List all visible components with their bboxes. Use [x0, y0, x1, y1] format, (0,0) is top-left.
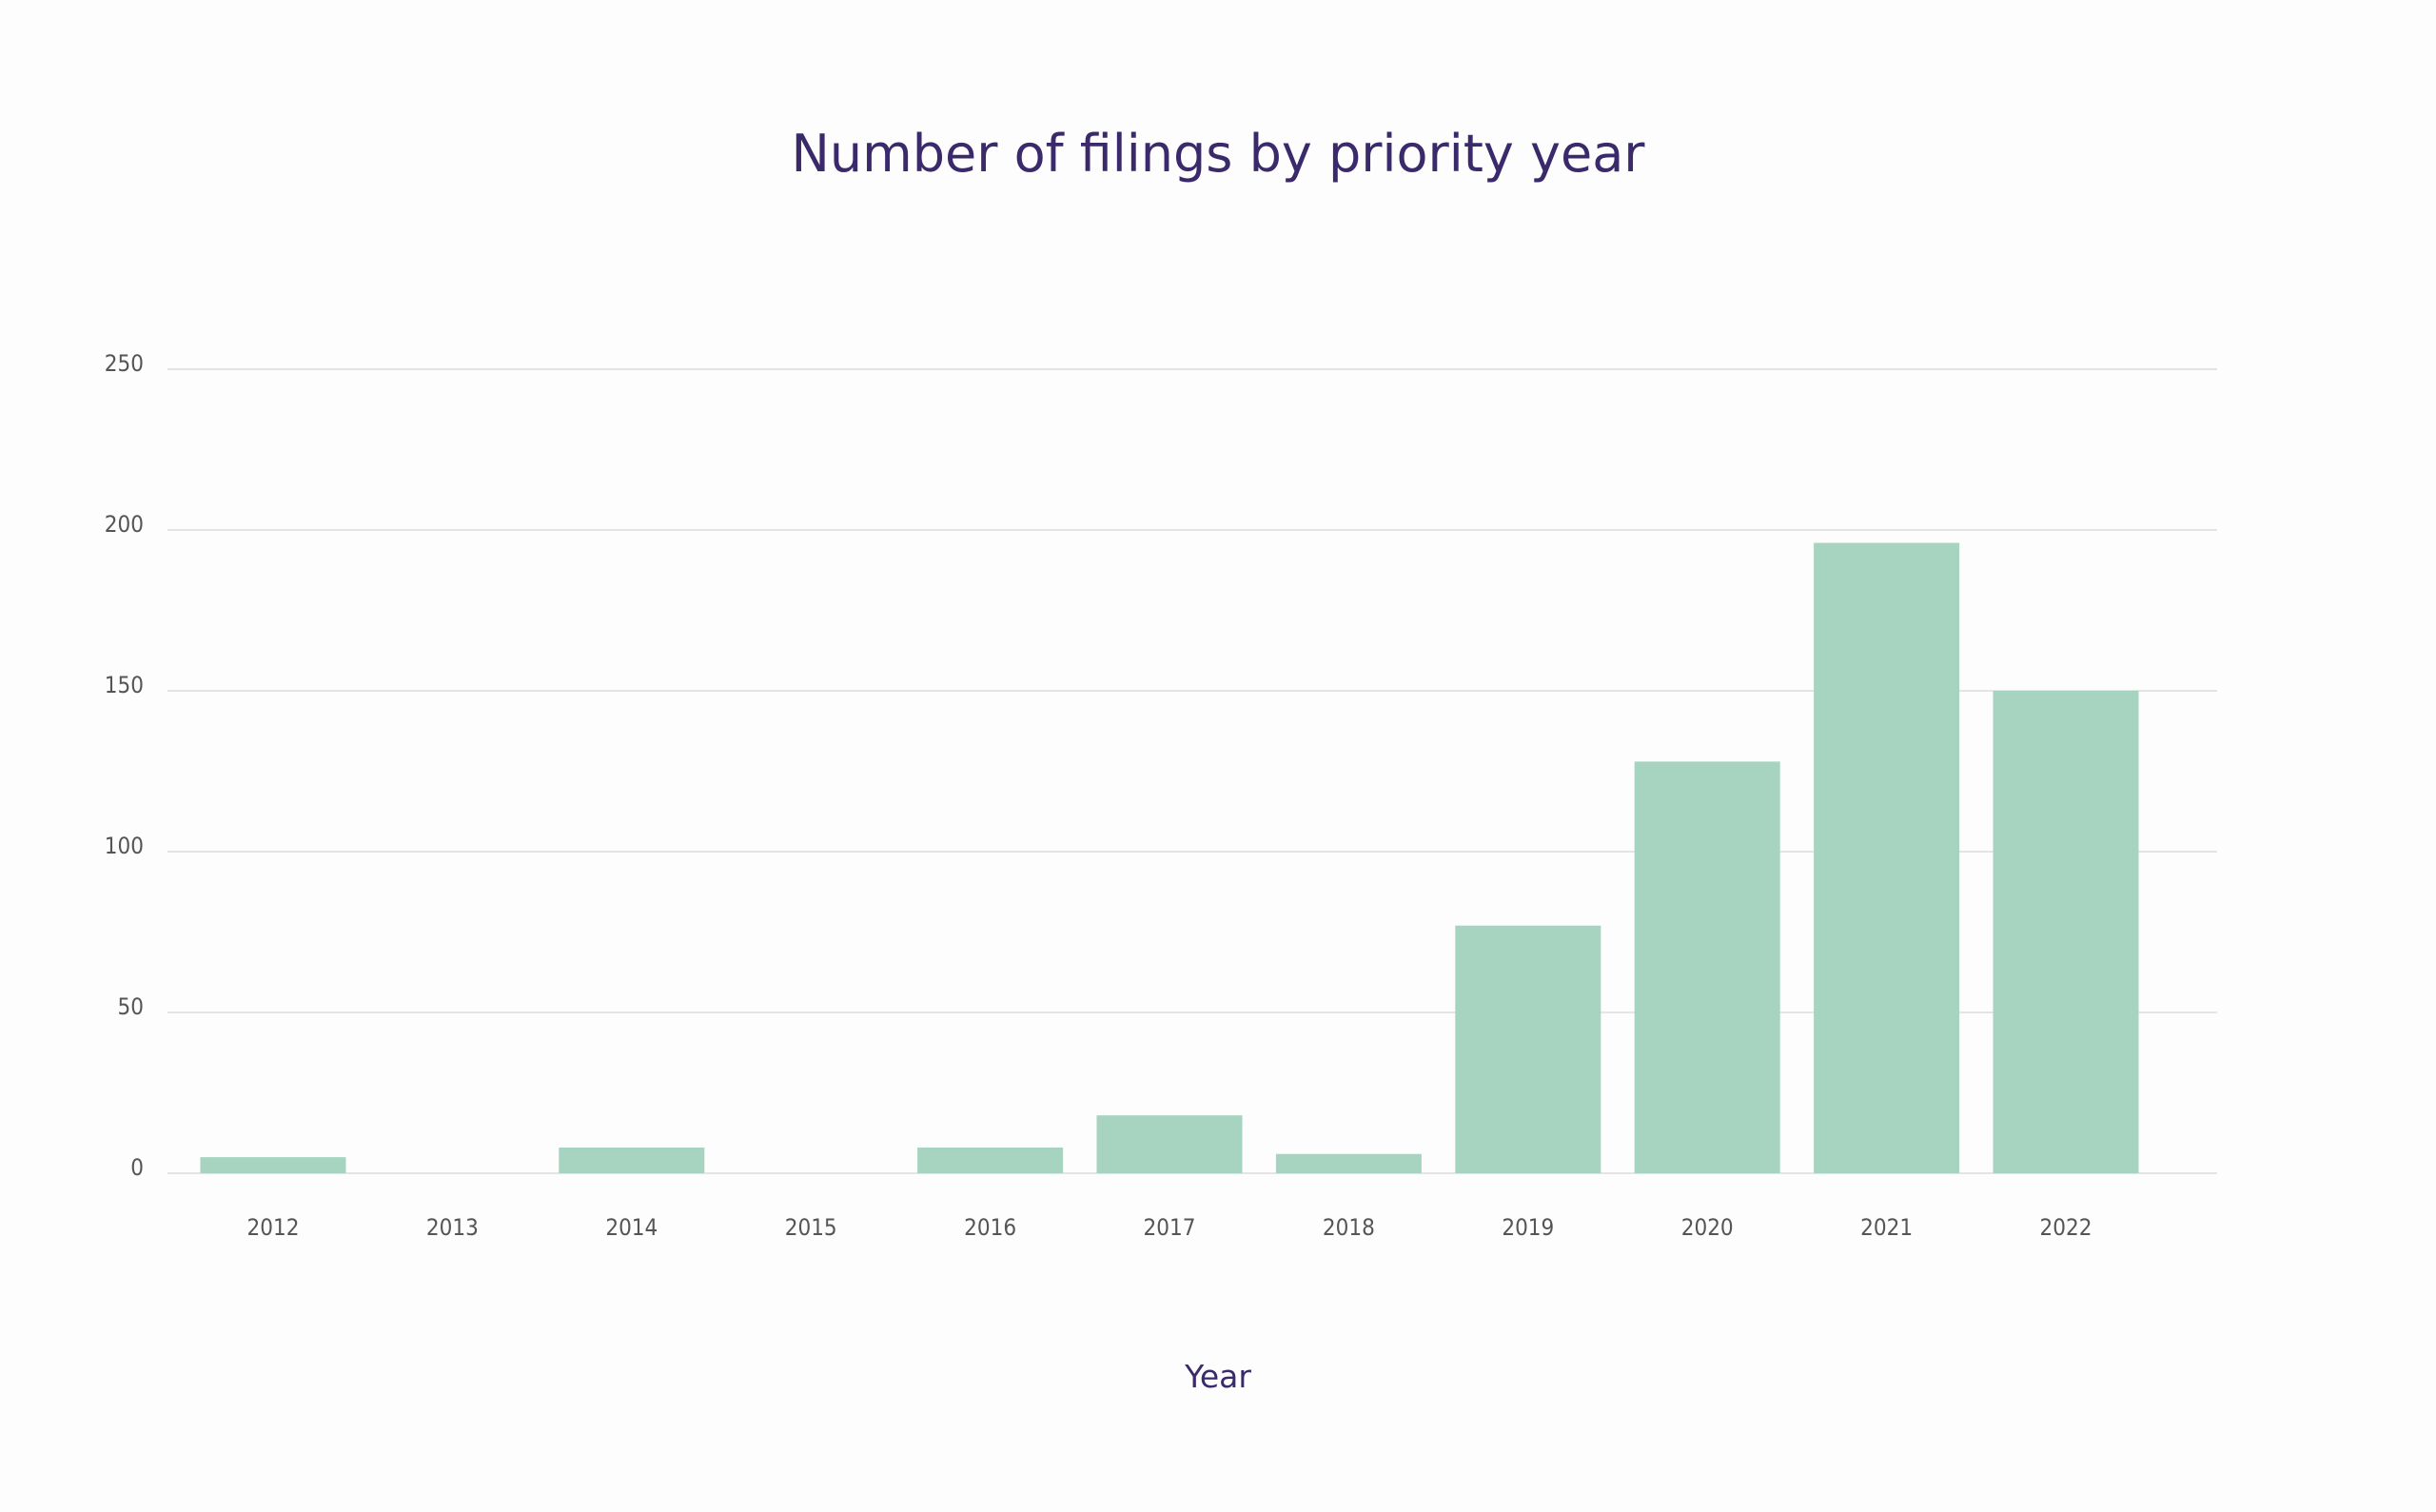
bar-chart: Number of filings by priority year 0 50 10…: [0, 0, 2436, 1512]
bar-2014: [559, 1148, 704, 1173]
x-tick-label: 2017: [1144, 1214, 1196, 1241]
chart-container: Number of filings by priority year 0 50 10…: [0, 0, 2436, 1512]
bar-2022: [1994, 691, 2139, 1173]
y-tick-label: 200: [105, 511, 144, 538]
y-tick-label: 100: [105, 833, 144, 859]
x-tick-label: 2013: [426, 1214, 479, 1241]
x-tick-label: 2014: [605, 1214, 658, 1241]
x-axis-ticks: 2012 2013 2014 2015 2016 2017 2018 2019 2020 2021…: [247, 1214, 2092, 1241]
x-axis-title: Year: [1184, 1358, 1251, 1395]
x-tick-label: 2018: [1323, 1214, 1375, 1241]
bar-2021: [1814, 543, 1959, 1173]
y-axis-ticks: 0 50 100 150 200 250: [105, 350, 144, 1181]
bar-2018: [1276, 1154, 1422, 1173]
x-tick-label: 2020: [1681, 1214, 1734, 1241]
bar-2016: [917, 1148, 1063, 1173]
chart-title: Number of filings by priority year: [791, 124, 1645, 184]
y-tick-label: 250: [105, 350, 144, 377]
bar-2012: [201, 1157, 346, 1173]
bars: [201, 543, 2139, 1173]
x-tick-label: 2022: [2040, 1214, 2092, 1241]
bar-2019: [1455, 926, 1601, 1173]
bar-2017: [1097, 1115, 1243, 1173]
x-tick-label: 2016: [964, 1214, 1016, 1241]
y-tick-label: 50: [118, 993, 144, 1020]
y-tick-label: 0: [130, 1154, 144, 1181]
y-tick-label: 150: [105, 672, 144, 698]
x-tick-label: 2015: [785, 1214, 837, 1241]
bar-2020: [1635, 761, 1780, 1173]
x-tick-label: 2021: [1860, 1214, 1913, 1241]
x-tick-label: 2019: [1502, 1214, 1554, 1241]
x-tick-label: 2012: [247, 1214, 300, 1241]
